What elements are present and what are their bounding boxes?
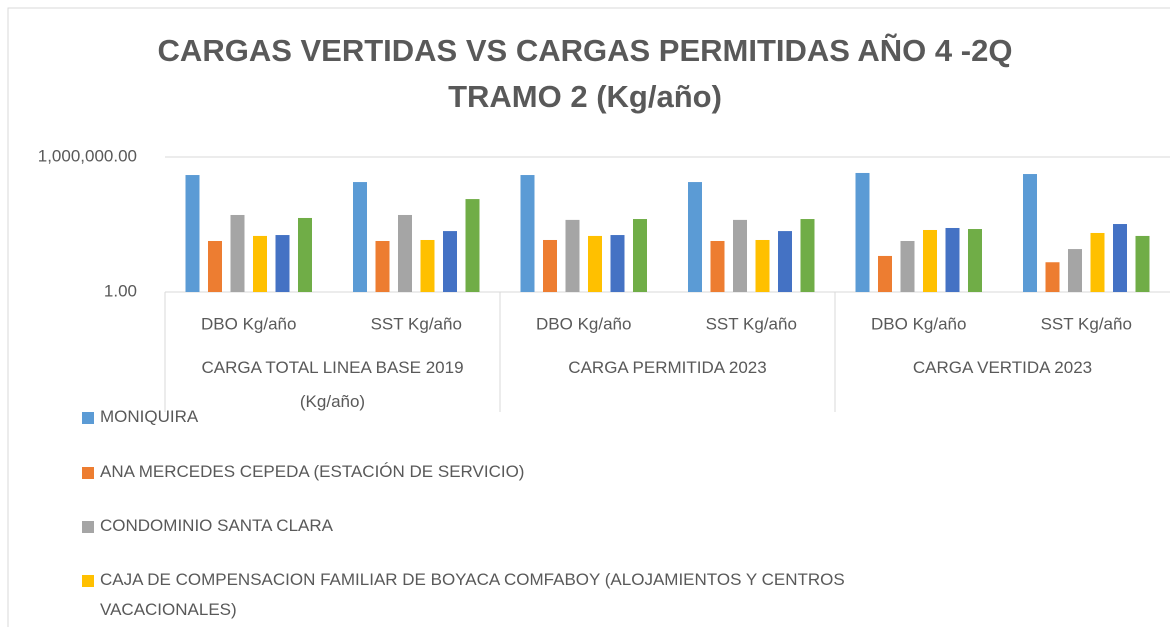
x-tick-label: DBO Kg/año (536, 314, 631, 333)
bar (443, 231, 457, 292)
bar (800, 219, 815, 292)
y-tick-label: 1,000,000.00 (38, 146, 137, 165)
bar (1068, 249, 1082, 292)
y-tick-label: 1.00 (104, 281, 137, 300)
legend-label: MONIQUIRA (100, 407, 199, 426)
bar (945, 227, 960, 292)
legend-label: CONDOMINIO SANTA CLARA (100, 516, 333, 535)
legend-swatch (82, 467, 94, 479)
legend-label: CAJA DE COMPENSACION FAMILIAR DE BOYACA … (100, 570, 845, 619)
legend-label: ANA MERCEDES CEPEDA (ESTACIÓN DE SERVICI… (100, 462, 525, 481)
bar (230, 214, 245, 292)
bar (543, 239, 557, 292)
bar (1135, 235, 1150, 292)
legend-item: CAJA DE COMPENSACION FAMILIAR DE BOYACA … (82, 565, 980, 625)
chart-border (7, 7, 1170, 627)
x-tick-label: SST Kg/año (706, 314, 797, 333)
bar (565, 219, 580, 292)
bar (733, 219, 747, 292)
bar (253, 235, 267, 292)
group-label: CARGA TOTAL LINEA BASE 2019 (Kg/año) (201, 358, 464, 411)
x-tick-label: SST Kg/año (371, 314, 462, 333)
legend-swatch (82, 412, 94, 424)
bar (610, 235, 625, 292)
bar (688, 182, 702, 292)
group-label: CARGA VERTIDA 2023 (912, 358, 1093, 377)
bar (375, 240, 390, 292)
bar (1113, 224, 1127, 292)
bar (900, 240, 915, 292)
bar (633, 219, 647, 292)
bar (923, 229, 937, 292)
x-tick-label: SST Kg/año (1041, 314, 1132, 333)
group-label: CARGA PERMITIDA 2023 (568, 358, 767, 377)
bar (755, 239, 770, 292)
bar (208, 240, 222, 292)
bar (520, 175, 535, 292)
bar (298, 217, 312, 292)
legend-item: ANA MERCEDES CEPEDA (ESTACIÓN DE SERVICI… (82, 457, 980, 487)
bar (353, 182, 367, 292)
bar (275, 235, 290, 292)
bar (1045, 262, 1060, 292)
legend-swatch (82, 575, 94, 587)
legend-swatch (82, 521, 94, 533)
x-tick-label: DBO Kg/año (871, 314, 966, 333)
bar (465, 199, 480, 292)
bar (1023, 174, 1037, 292)
bar (420, 239, 435, 292)
bar (588, 235, 602, 292)
chart-title: CARGAS VERTIDAS VS CARGAS PERMITIDAS AÑO… (157, 33, 1013, 114)
bar (398, 214, 412, 292)
legend-item: MONIQUIRA (82, 402, 980, 432)
bar (1090, 232, 1105, 292)
bar (710, 240, 725, 292)
bar (778, 231, 792, 292)
bar (878, 255, 892, 292)
x-tick-label: DBO Kg/año (201, 314, 296, 333)
bar (855, 172, 870, 292)
legend-item: CONDOMINIO SANTA CLARA (82, 511, 980, 541)
bar (968, 229, 982, 292)
bar (185, 175, 200, 292)
